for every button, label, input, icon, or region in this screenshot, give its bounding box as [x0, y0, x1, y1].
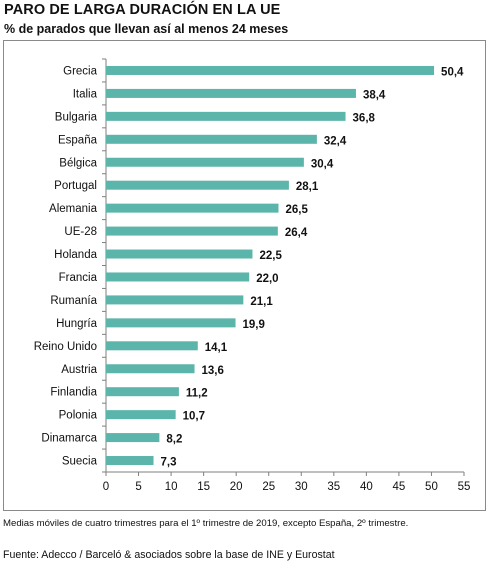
- footnote: Medias móviles de cuatro trimestres para…: [3, 518, 409, 529]
- chart-title: PARO DE LARGA DURACIÓN EN LA UE: [4, 2, 281, 18]
- chart-frame: [3, 40, 486, 511]
- category-label: España: [58, 134, 98, 146]
- category-label: Bulgaria: [55, 111, 98, 123]
- bar: [106, 111, 346, 121]
- x-tick-label: 55: [458, 481, 471, 493]
- bar: [106, 157, 304, 167]
- bar: [106, 318, 236, 328]
- category-label: Italia: [73, 88, 98, 100]
- x-tick-label: 35: [327, 481, 340, 493]
- source-note: Fuente: Adecco / Barceló & asociados sob…: [3, 549, 335, 561]
- data-label: 19,9: [243, 319, 265, 331]
- bar: [106, 295, 244, 305]
- category-label: Suecia: [62, 456, 98, 468]
- data-label: 14,1: [205, 342, 228, 354]
- category-label: Grecia: [63, 65, 97, 77]
- category-label: Finlandia: [50, 387, 97, 399]
- x-tick-label: 25: [262, 481, 275, 493]
- category-label: Austria: [61, 364, 97, 376]
- bar: [106, 249, 253, 259]
- bar: [106, 410, 176, 420]
- bar: [106, 364, 195, 374]
- bar: [106, 387, 179, 397]
- bar: [106, 272, 250, 282]
- data-label: 30,4: [311, 158, 334, 170]
- category-label: Alemania: [49, 203, 98, 215]
- x-tick-label: 20: [230, 481, 243, 493]
- category-label: Reino Unido: [34, 341, 97, 353]
- data-label: 8,2: [166, 434, 182, 446]
- data-label: 21,1: [250, 296, 273, 308]
- data-label: 38,4: [363, 89, 386, 101]
- category-label: Polonia: [59, 410, 98, 422]
- data-label: 7,3: [161, 457, 177, 469]
- data-label: 22,5: [259, 250, 282, 262]
- bar: [106, 341, 198, 351]
- data-label: 26,5: [285, 204, 308, 216]
- data-label: 10,7: [183, 411, 205, 423]
- data-label: 28,1: [296, 181, 319, 193]
- x-tick-label: 40: [360, 481, 373, 493]
- data-label: 13,6: [202, 365, 224, 377]
- bar: [106, 88, 356, 98]
- data-label: 32,4: [324, 135, 347, 147]
- data-label: 22,0: [256, 273, 278, 285]
- x-tick-label: 45: [393, 481, 406, 493]
- category-label: Rumanía: [50, 295, 97, 307]
- data-label: 36,8: [353, 112, 376, 124]
- bar: [106, 433, 160, 443]
- x-tick-label: 10: [165, 481, 178, 493]
- category-label: Francia: [59, 272, 98, 284]
- bar: [106, 65, 435, 75]
- x-tick-label: 30: [295, 481, 308, 493]
- x-tick-label: 15: [197, 481, 210, 493]
- category-label: Portugal: [54, 180, 97, 192]
- chart-subtitle: % de parados que llevan así al menos 24 …: [4, 22, 289, 36]
- category-label: Hungría: [56, 318, 98, 330]
- bar: [106, 456, 154, 466]
- bar: [106, 180, 289, 190]
- bar: [106, 203, 279, 213]
- category-label: UE-28: [64, 226, 97, 238]
- bar: [106, 226, 278, 236]
- data-label: 50,4: [441, 66, 464, 78]
- data-label: 26,4: [285, 227, 308, 239]
- x-tick-label: 50: [425, 481, 438, 493]
- category-label: Bélgica: [59, 157, 97, 169]
- x-tick-label: 5: [135, 481, 141, 493]
- category-label: Holanda: [54, 249, 97, 261]
- bar: [106, 134, 317, 144]
- data-label: 11,2: [186, 388, 208, 400]
- category-label: Dinamarca: [41, 433, 97, 445]
- x-tick-label: 0: [103, 481, 109, 493]
